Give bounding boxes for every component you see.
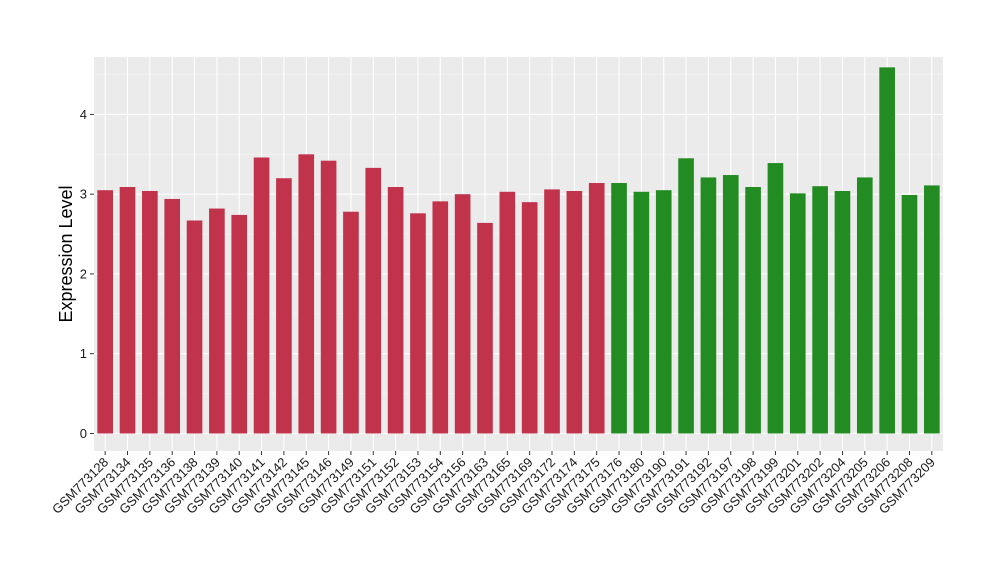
bar-GSM773146: [320, 160, 337, 434]
bar-GSM773209: [924, 185, 940, 434]
bar-GSM773145: [298, 154, 315, 434]
bar-GSM773153: [410, 213, 426, 434]
bars: [97, 67, 940, 434]
bar-GSM773163: [477, 222, 493, 434]
bar-GSM773205: [856, 177, 873, 434]
bar-GSM773154: [432, 201, 449, 434]
y-tick-label: 4: [80, 107, 87, 122]
bar-GSM773152: [387, 187, 404, 434]
bar-GSM773151: [365, 167, 382, 434]
bar-GSM773201: [789, 193, 806, 434]
bar-GSM773138: [186, 220, 203, 434]
bar-GSM773174: [566, 190, 583, 434]
bar-GSM773192: [700, 177, 717, 434]
bar-GSM773136: [164, 198, 181, 434]
bar-GSM773128: [97, 190, 113, 434]
bar-GSM773156: [454, 194, 471, 434]
bar-GSM773199: [767, 163, 784, 434]
bar-GSM773135: [142, 190, 158, 434]
bar-GSM773180: [633, 191, 650, 434]
y-tick-label: 1: [80, 346, 87, 361]
bar-GSM773190: [655, 190, 672, 434]
bar-GSM773141: [253, 157, 270, 434]
x-axis: GSM773128GSM773134GSM773135GSM773136GSM7…: [49, 451, 938, 517]
y-tick-label: 2: [80, 266, 87, 281]
bar-GSM773175: [588, 183, 605, 434]
bar-GSM773140: [231, 214, 248, 434]
y-axis: 0 1 2 3 4: [80, 107, 94, 441]
bar-GSM773176: [611, 183, 627, 434]
bar-GSM773142: [276, 178, 292, 434]
bar-GSM773198: [745, 187, 761, 434]
bar-GSM773204: [834, 190, 851, 434]
bar-GSM773206: [879, 67, 895, 434]
bar-GSM773172: [544, 189, 560, 434]
bar-GSM773208: [901, 194, 918, 434]
y-tick-label: 0: [80, 426, 87, 441]
y-axis-title: Expression Level: [56, 185, 76, 322]
bar-GSM773191: [678, 158, 694, 434]
bar-GSM773139: [209, 208, 225, 434]
bar-GSM773165: [499, 191, 516, 434]
y-tick-label: 3: [80, 187, 87, 202]
bar-GSM773149: [343, 211, 359, 434]
bar-GSM773202: [812, 186, 828, 434]
bar-GSM773169: [521, 202, 538, 434]
bar-GSM773134: [119, 187, 136, 434]
bar-GSM773197: [722, 175, 739, 434]
